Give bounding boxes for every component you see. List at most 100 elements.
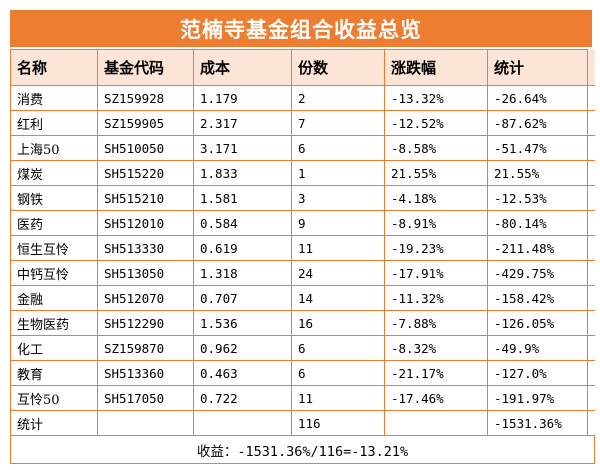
value-cell: SZ159928 [97,85,194,111]
value-cell: -21.17% [384,360,488,386]
value-cell: 0.722 [193,385,292,411]
table-row: 生物医药 SH512290 1.536 16 -7.88% -126.05% [10,310,595,336]
fund-name-cell: 红利 [10,110,98,136]
value-cell: 1.833 [193,160,292,186]
value-cell: -12.53% [487,185,588,211]
table-row: 医药 SH512010 0.584 9 -8.91% -80.14% [10,210,595,236]
value-cell: -12.52% [384,110,488,136]
table-edge-sliver [587,360,595,386]
value-cell: SH515220 [97,160,194,186]
value-cell: 1.318 [193,260,292,286]
table-row: 恒生互怜 SH513330 0.619 11 -19.23% -211.48% [10,235,595,261]
fund-name-cell: 化工 [10,335,98,361]
fund-name-cell: 医药 [10,210,98,236]
value-cell [97,410,194,436]
table-edge-sliver [587,110,595,136]
value-cell: 116 [291,410,385,436]
value-cell: 21.55% [487,160,588,186]
value-cell: -158.42% [487,285,588,311]
fund-name-cell: 上海50 [10,135,98,161]
column-header: 成本 [193,49,292,86]
value-cell: 6 [291,335,385,361]
value-cell: 6 [291,135,385,161]
value-cell: -11.32% [384,285,488,311]
fund-name-cell: 钢铁 [10,185,98,211]
value-cell: -87.62% [487,110,588,136]
value-cell: 1.536 [193,310,292,336]
value-cell: 0.463 [193,360,292,386]
column-header: 名称 [10,49,98,86]
table-edge-sliver [587,49,595,86]
value-cell: SH512010 [97,210,194,236]
value-cell: -49.9% [487,335,588,361]
value-cell: -8.58% [384,135,488,161]
value-cell: 1.581 [193,185,292,211]
value-cell: SZ159905 [97,110,194,136]
value-cell: SH513360 [97,360,194,386]
value-cell: 16 [291,310,385,336]
value-cell: SZ159870 [97,335,194,361]
value-cell: -7.88% [384,310,488,336]
fund-name-cell: 统计 [10,410,98,436]
value-cell: SH512070 [97,285,194,311]
value-cell: -191.97% [487,385,588,411]
value-cell: 6 [291,360,385,386]
value-cell [384,410,488,436]
value-cell: 1.179 [193,85,292,111]
value-cell: 0.619 [193,235,292,261]
value-cell: -26.64% [487,85,588,111]
table-edge-sliver [587,285,595,311]
value-cell: -4.18% [384,185,488,211]
column-header: 基金代码 [97,49,194,86]
value-cell: SH513050 [97,260,194,286]
table-row: 化工 SZ159870 0.962 6 -8.32% -49.9% [10,335,595,361]
value-cell: SH517050 [97,385,194,411]
value-cell: SH512290 [97,310,194,336]
value-cell: SH515210 [97,185,194,211]
value-cell: 14 [291,285,385,311]
table-row: 煤炭 SH515220 1.833 1 21.55% 21.55% [10,160,595,186]
table-row: 消费 SZ159928 1.179 2 -13.32% -26.64% [10,85,595,111]
value-cell: 11 [291,235,385,261]
column-header: 份数 [291,49,385,86]
table-edge-sliver [587,335,595,361]
value-cell: SH510050 [97,135,194,161]
table-row: 教育 SH513360 0.463 6 -21.17% -127.0% [10,360,595,386]
fund-name-cell: 互怜50 [10,385,98,411]
value-cell: -80.14% [487,210,588,236]
fund-name-cell: 恒生互怜 [10,235,98,261]
value-cell: 2.317 [193,110,292,136]
table-edge-sliver [587,410,595,436]
table-row: 上海50 SH510050 3.171 6 -8.58% -51.47% [10,135,595,161]
fund-name-cell: 金融 [10,285,98,311]
value-cell: 1 [291,160,385,186]
value-cell: -211.48% [487,235,588,261]
value-cell: 3 [291,185,385,211]
table-edge-sliver [587,235,595,261]
value-cell: SH513330 [97,235,194,261]
table-edge-sliver [587,160,595,186]
value-cell: 0.584 [193,210,292,236]
value-cell: -51.47% [487,135,588,161]
value-cell: 0.962 [193,335,292,361]
fund-name-cell: 中钙互怜 [10,260,98,286]
value-cell: -429.75% [487,260,588,286]
header-row: 名称 基金代码 成本 份数 涨跌幅 统计 [10,49,595,86]
value-cell: 21.55% [384,160,488,186]
table-row: 中钙互怜 SH513050 1.318 24 -17.91% -429.75% [10,260,595,286]
table-edge-sliver [587,135,595,161]
table-title: 范楠寺基金组合收益总览 [10,10,592,47]
fund-name-cell: 教育 [10,360,98,386]
value-cell: 7 [291,110,385,136]
column-header: 涨跌幅 [384,49,488,86]
footer-note: 收益：-1531.36%/116=-13.21% [10,435,595,464]
value-cell [193,410,292,436]
table-row: 钢铁 SH515210 1.581 3 -4.18% -12.53% [10,185,595,211]
summary-row: 统计 116 -1531.36% [10,410,595,436]
value-cell: 24 [291,260,385,286]
table-row: 金融 SH512070 0.707 14 -11.32% -158.42% [10,285,595,311]
fund-table: 名称 基金代码 成本 份数 涨跌幅 统计 消费 SZ159928 1.179 2 -13.32% -… [10,49,595,464]
table-edge-sliver [587,85,595,111]
value-cell: -13.32% [384,85,488,111]
